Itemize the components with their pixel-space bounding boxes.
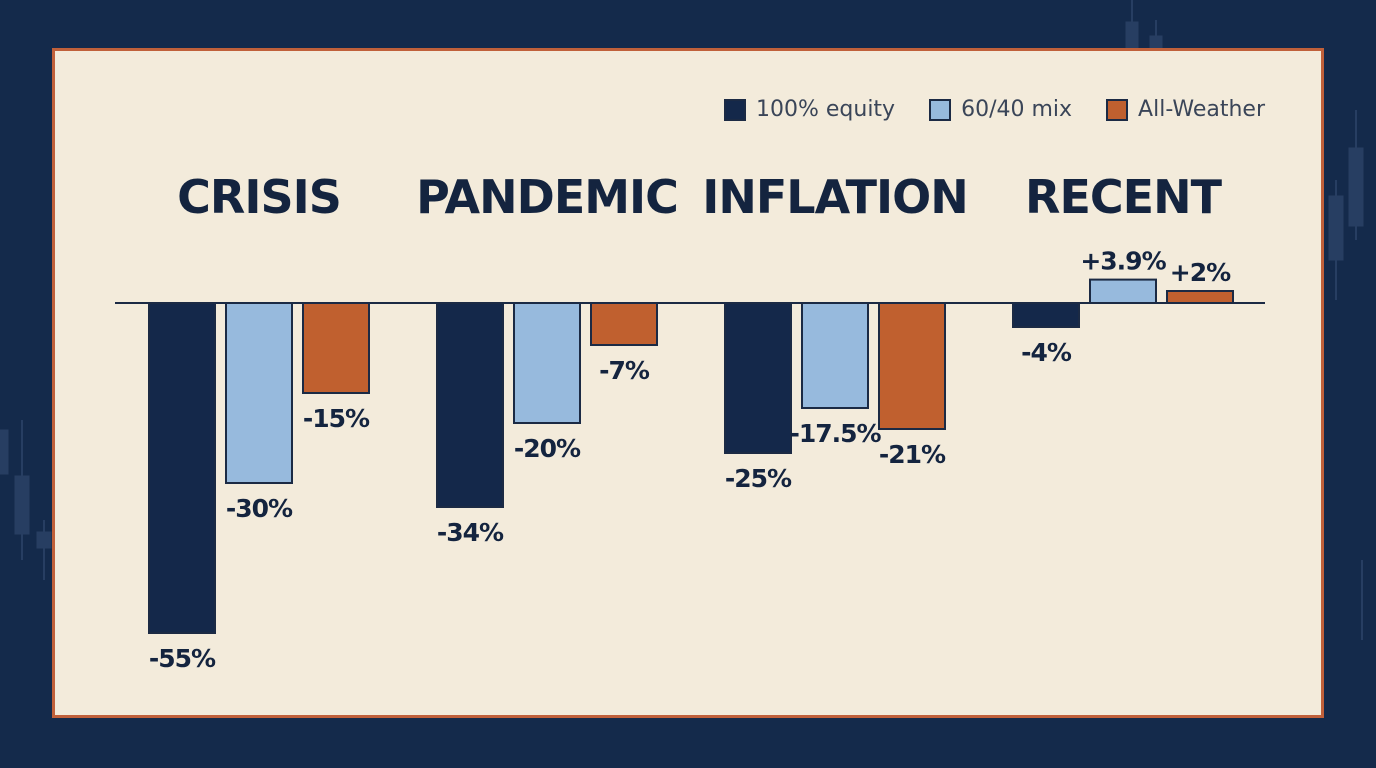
legend-label-6040: 60/40 mix [961,97,1073,122]
legend-item-all-weather: All-Weather [1106,97,1265,122]
bar-chart: CRISIS -55% -30% -15% PANDEMIC -34% -20% -7% INF… [115,170,1265,673]
data-label-recent-0: -4% [1021,338,1072,367]
legend-swatch-all-weather [1106,98,1129,121]
bar-inflation-1 [801,302,869,409]
data-label-crisis-1: -30% [226,494,293,523]
legend-item-equity: 100% equity [723,97,896,122]
legend-swatch-equity [723,98,746,121]
bar-recent-0 [1012,302,1080,328]
data-label-pandemic-0: -34% [437,518,504,547]
data-label-inflation-0: -25% [725,464,792,493]
data-label-recent-1: +3.9% [1080,247,1166,276]
data-label-crisis-0: -55% [149,644,216,673]
bar-inflation-2 [878,302,946,430]
category-title-recent: RECENT [1025,170,1223,224]
bar-recent-1 [1089,278,1157,305]
data-label-pandemic-1: -20% [514,434,581,463]
legend: 100% equity 60/40 mix All-Weather [723,97,1265,122]
category-title-crisis: CRISIS [177,170,341,224]
legend-label-equity: 100% equity [755,97,896,122]
bar-crisis-1 [225,302,293,484]
chart-panel: CRISIS -55% -30% -15% PANDEMIC -34% -20% -7% INF… [52,48,1324,718]
data-label-crisis-2: -15% [303,404,370,433]
category-title-inflation: INFLATION [702,170,967,224]
legend-item-6040: 60/40 mix [929,97,1072,122]
legend-label-all-weather: All-Weather [1138,97,1265,122]
bar-crisis-0 [148,302,216,634]
category-title-pandemic: PANDEMIC [416,170,678,224]
data-label-recent-2: +2% [1170,258,1231,287]
data-label-inflation-2: -21% [879,440,946,469]
bar-pandemic-0 [436,302,504,508]
bar-recent-2 [1166,290,1234,304]
bar-pandemic-2 [590,302,658,346]
bar-inflation-0 [724,302,792,454]
bar-pandemic-1 [513,302,581,424]
data-label-pandemic-2: -7% [599,356,650,385]
legend-swatch-6040 [929,98,952,121]
bar-crisis-2 [302,302,370,394]
data-label-inflation-1: -17.5% [789,419,881,448]
